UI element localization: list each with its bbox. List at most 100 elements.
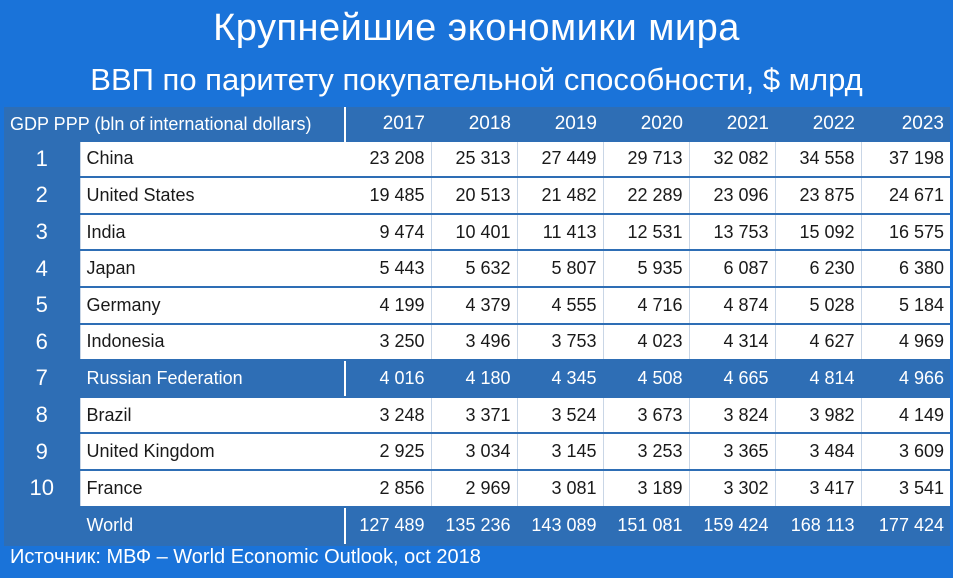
gdp-value-cell: 3 034 (430, 433, 517, 471)
gdp-value-cell: 3 365 (688, 433, 775, 471)
gdp-value-cell: 13 753 (688, 213, 775, 252)
gdp-value-cell: 3 248 (344, 396, 431, 435)
world-total-row: World 127 489 135 236 143 089 151 081 159 424… (4, 506, 950, 546)
gdp-value-cell: 3 145 (516, 433, 603, 471)
table-row: 5 Germany 4 199 4 379 4 555 4 716 4 874 5 028 5 … (4, 286, 950, 325)
country-name: Germany (79, 286, 346, 325)
gdp-value-cell: 10 401 (430, 213, 517, 252)
gdp-value-cell: 3 982 (774, 396, 861, 435)
country-name: United States (79, 177, 346, 215)
gdp-value-cell: 34 558 (774, 141, 861, 179)
rank-cell (4, 506, 80, 546)
gdp-value-cell: 3 541 (860, 469, 950, 508)
gdp-value-cell: 4 966 (860, 360, 950, 398)
gdp-value-cell: 4 016 (344, 360, 431, 398)
gdp-value-cell: 159 424 (688, 506, 775, 546)
gdp-value-cell: 27 449 (516, 141, 603, 179)
gdp-value-cell: 37 198 (860, 141, 950, 179)
rank-cell: 1 (4, 141, 80, 179)
table-row: 4 Japan 5 443 5 632 5 807 5 935 6 087 6 230 6 38… (4, 250, 950, 288)
gdp-value-cell: 19 485 (344, 177, 431, 215)
gdp-value-cell: 23 875 (774, 177, 861, 215)
rank-cell: 5 (4, 286, 80, 325)
gdp-value-cell: 4 627 (774, 323, 861, 362)
gdp-value-cell: 3 189 (602, 469, 689, 508)
page-subtitle: ВВП по паритету покупательной способност… (90, 62, 863, 97)
country-name: China (79, 141, 346, 179)
gdp-value-cell: 4 345 (516, 360, 603, 398)
gdp-value-cell: 2 856 (344, 469, 431, 508)
gdp-value-cell: 5 935 (602, 250, 689, 288)
gdp-value-cell: 5 807 (516, 250, 603, 288)
gdp-value-cell: 6 380 (860, 250, 950, 288)
gdp-value-cell: 2 925 (344, 433, 431, 471)
rank-cell: 7 (4, 360, 80, 398)
gdp-value-cell: 4 180 (430, 360, 517, 398)
gdp-value-cell: 3 609 (860, 433, 950, 471)
table-row: 2 United States 19 485 20 513 21 482 22 289 23… (4, 177, 950, 215)
gdp-value-cell: 3 081 (516, 469, 603, 508)
gdp-value-cell: 5 632 (430, 250, 517, 288)
gdp-value-cell: 3 673 (602, 396, 689, 435)
gdp-value-cell: 21 482 (516, 177, 603, 215)
gdp-value-cell: 168 113 (774, 506, 861, 546)
gdp-value-cell: 20 513 (430, 177, 517, 215)
country-name: France (79, 469, 346, 508)
gdp-value-cell: 4 023 (602, 323, 689, 362)
gdp-value-cell: 4 379 (430, 286, 517, 325)
gdp-value-cell: 12 531 (602, 213, 689, 252)
gdp-value-cell: 32 082 (688, 141, 775, 179)
gdp-value-cell: 29 713 (602, 141, 689, 179)
table-row: 9 United Kingdom 2 925 3 034 3 145 3 253 3 365… (4, 433, 950, 471)
gdp-value-cell: 177 424 (860, 506, 950, 546)
country-name: United Kingdom (79, 433, 346, 471)
table-row: 1 China 23 208 25 313 27 449 29 713 32 082 34 5… (4, 141, 950, 179)
gdp-value-cell: 4 969 (860, 323, 950, 362)
gdp-value-cell: 22 289 (602, 177, 689, 215)
table-body: 1 China 23 208 25 313 27 449 29 713 32 082 34 5… (4, 141, 950, 546)
year-header: 2018 (431, 107, 517, 142)
gdp-value-cell: 151 081 (602, 506, 689, 546)
gdp-value-cell: 4 874 (688, 286, 775, 325)
gdp-value-cell: 3 417 (774, 469, 861, 508)
gdp-value-cell: 3 824 (688, 396, 775, 435)
gdp-value-cell: 9 474 (344, 213, 431, 252)
gdp-value-cell: 15 092 (774, 213, 861, 252)
table-row: 3 India 9 474 10 401 11 413 12 531 13 753 15 09… (4, 213, 950, 252)
source-note: Источник: МВФ – World Economic Outlook, … (10, 546, 481, 568)
gdp-value-cell: 143 089 (516, 506, 603, 546)
rank-cell: 2 (4, 177, 80, 215)
table-row: 7 Russian Federation 4 016 4 180 4 345 4 508 4… (4, 360, 950, 398)
table-header-label: GDP PPP (bln of international dollars) (4, 107, 346, 142)
gdp-value-cell: 3 250 (344, 323, 431, 362)
gdp-value-cell: 3 253 (602, 433, 689, 471)
gdp-value-cell: 2 969 (430, 469, 517, 508)
gdp-value-cell: 4 199 (344, 286, 431, 325)
gdp-value-cell: 25 313 (430, 141, 517, 179)
table-row: 10 France 2 856 2 969 3 081 3 189 3 302 3 417 3 … (4, 469, 950, 508)
country-name: India (79, 213, 346, 252)
gdp-value-cell: 4 149 (860, 396, 950, 435)
gdp-value-cell: 4 716 (602, 286, 689, 325)
country-name: Japan (79, 250, 346, 288)
gdp-value-cell: 3 484 (774, 433, 861, 471)
gdp-value-cell: 3 524 (516, 396, 603, 435)
rank-cell: 9 (4, 433, 80, 471)
gdp-value-cell: 23 208 (344, 141, 431, 179)
year-header: 2017 (345, 107, 431, 142)
gdp-value-cell: 4 508 (602, 360, 689, 398)
country-name: Indonesia (79, 323, 346, 362)
gdp-value-cell: 4 314 (688, 323, 775, 362)
gdp-value-cell: 135 236 (430, 506, 517, 546)
year-header: 2019 (517, 107, 603, 142)
gdp-value-cell: 3 496 (430, 323, 517, 362)
country-name: Brazil (79, 396, 346, 435)
gdp-value-cell: 4 814 (774, 360, 861, 398)
gdp-value-cell: 23 096 (688, 177, 775, 215)
gdp-value-cell: 127 489 (344, 506, 431, 546)
gdp-value-cell: 6 230 (774, 250, 861, 288)
year-header: 2020 (603, 107, 689, 142)
rank-cell: 6 (4, 323, 80, 362)
country-name: Russian Federation (79, 360, 346, 398)
gdp-value-cell: 3 302 (688, 469, 775, 508)
